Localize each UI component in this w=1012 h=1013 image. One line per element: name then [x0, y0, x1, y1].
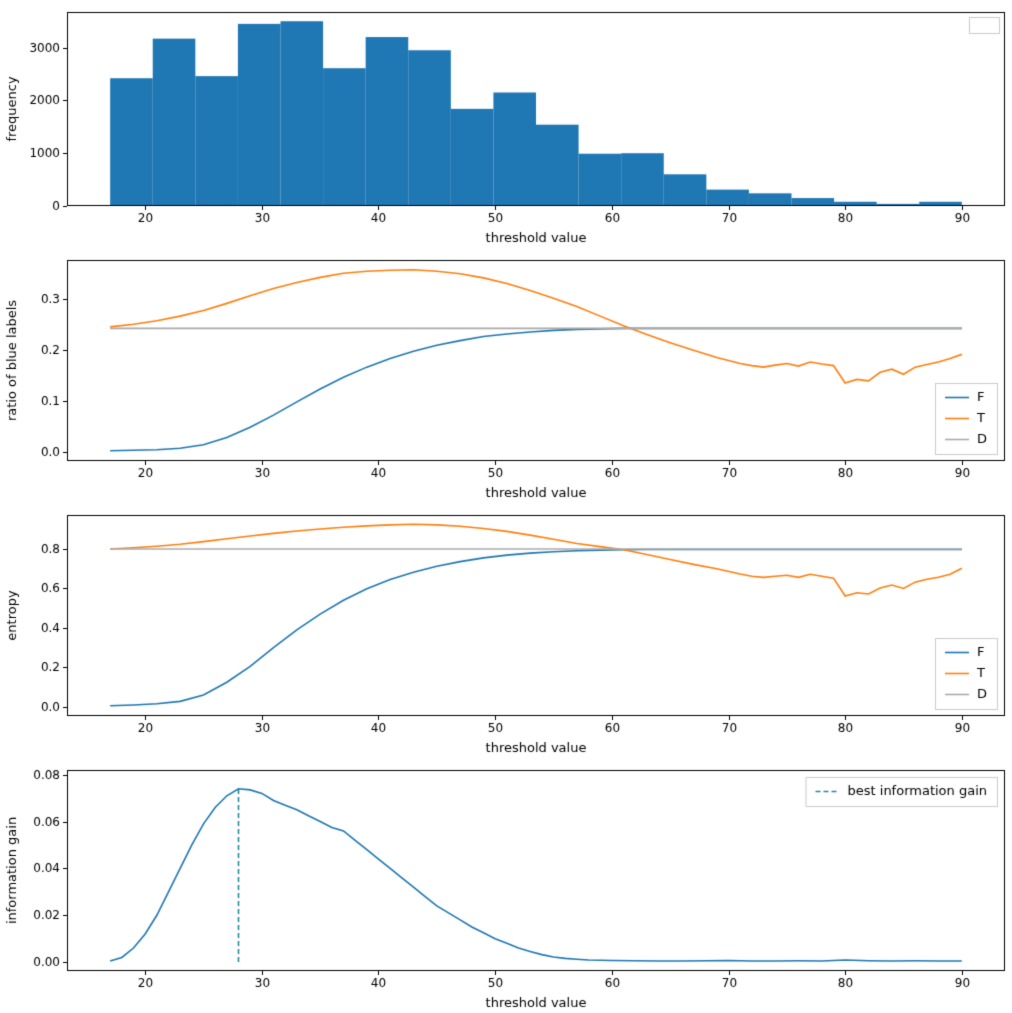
information-gain-chart	[0, 758, 1012, 1013]
histogram-frequency-chart	[0, 0, 1012, 248]
entropy-chart	[0, 503, 1012, 758]
ratio-of-blue-labels-chart	[0, 248, 1012, 503]
